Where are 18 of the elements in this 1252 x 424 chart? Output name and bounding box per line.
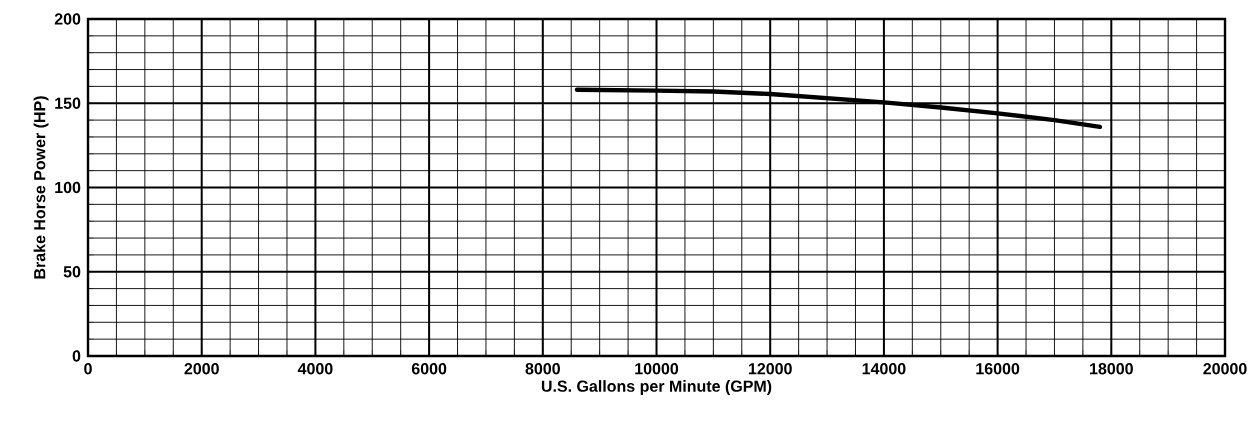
y-axis-title: Brake Horse Power (HP) <box>33 96 49 279</box>
x-tick-label: 14000 <box>862 363 906 375</box>
x-tick-label: 10000 <box>635 363 679 375</box>
x-tick-label: 6000 <box>411 363 447 375</box>
x-tick-label: 4000 <box>297 363 333 375</box>
x-tick-label: 8000 <box>525 363 560 375</box>
y-tick-label: 150 <box>55 97 81 109</box>
x-tick-label: 16000 <box>976 363 1020 375</box>
x-tick-label: 18000 <box>1090 363 1133 375</box>
y-tick-label: 50 <box>63 266 81 278</box>
x-axis-title: U.S. Gallons per Minute (GPM) <box>541 380 772 396</box>
x-tick-label: 2000 <box>184 363 219 375</box>
y-tick-label: 200 <box>54 13 81 25</box>
x-tick-label: 12000 <box>748 363 792 375</box>
y-tick-label: 100 <box>55 181 81 194</box>
x-tick-label: 0 <box>84 363 92 375</box>
y-tick-label: 0 <box>72 350 81 362</box>
x-tick-label: 20000 <box>1203 363 1247 375</box>
